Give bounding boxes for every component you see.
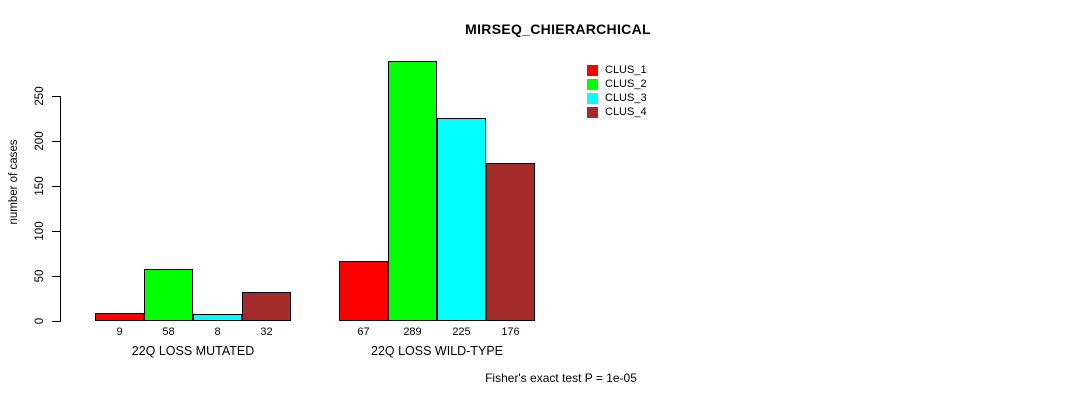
- bar-clus_2-group2: [388, 61, 437, 321]
- footnote-text: Fisher's exact test P = 1e-05: [485, 371, 637, 385]
- y-tick-label: 50: [34, 269, 46, 283]
- y-tick-mark: [52, 141, 61, 142]
- legend-label: CLUS_3: [605, 92, 647, 104]
- legend-swatch: [587, 106, 598, 118]
- y-tick-mark: [52, 276, 61, 277]
- bar-clus_1-group2: [339, 261, 388, 321]
- bar-value-label: 225: [452, 326, 471, 338]
- y-tick-label: 0: [34, 317, 46, 325]
- bar-value-label: 67: [357, 326, 370, 338]
- legend-item-clus_4: CLUS_4: [587, 105, 647, 119]
- bar-value-label: 289: [403, 326, 422, 338]
- y-tick-mark: [52, 231, 61, 232]
- legend-swatch: [587, 78, 598, 90]
- y-tick-label: 250: [34, 86, 46, 106]
- legend-label: CLUS_4: [605, 106, 647, 118]
- y-tick-label: 200: [34, 131, 46, 151]
- bar-clus_4-group1: [242, 292, 291, 321]
- bar-value-label: 58: [162, 326, 175, 338]
- y-axis-line: [60, 96, 61, 322]
- legend-item-clus_2: CLUS_2: [587, 77, 647, 91]
- bar-clus_3-group2: [437, 118, 486, 321]
- legend-item-clus_1: CLUS_1: [587, 63, 647, 77]
- y-axis-title: number of cases: [8, 139, 20, 225]
- legend-swatch: [587, 92, 598, 104]
- chart-title: MIRSEQ_CHIERARCHICAL: [465, 21, 651, 37]
- bar-clus_1-group1: [95, 313, 144, 321]
- bar-value-label: 8: [214, 326, 221, 338]
- legend-item-clus_3: CLUS_3: [587, 91, 647, 105]
- legend-label: CLUS_1: [605, 64, 647, 76]
- bar-value-label: 32: [260, 326, 273, 338]
- y-tick-label: 100: [34, 221, 46, 241]
- group-label: 22Q LOSS WILD-TYPE: [371, 344, 503, 358]
- y-tick-mark: [52, 186, 61, 187]
- bar-clus_4-group2: [486, 163, 535, 321]
- bar-clus_2-group1: [144, 269, 193, 321]
- bar-value-label: 9: [116, 326, 123, 338]
- group-label: 22Q LOSS MUTATED: [131, 344, 255, 358]
- legend: CLUS_1 CLUS_2 CLUS_3 CLUS_4: [587, 63, 647, 119]
- y-tick-mark: [52, 321, 61, 322]
- y-tick-mark: [52, 96, 61, 97]
- legend-label: CLUS_2: [605, 78, 647, 90]
- bar-clus_3-group1: [193, 314, 242, 321]
- legend-swatch: [587, 64, 598, 76]
- y-tick-label: 150: [34, 176, 46, 196]
- bar-value-label: 176: [501, 326, 520, 338]
